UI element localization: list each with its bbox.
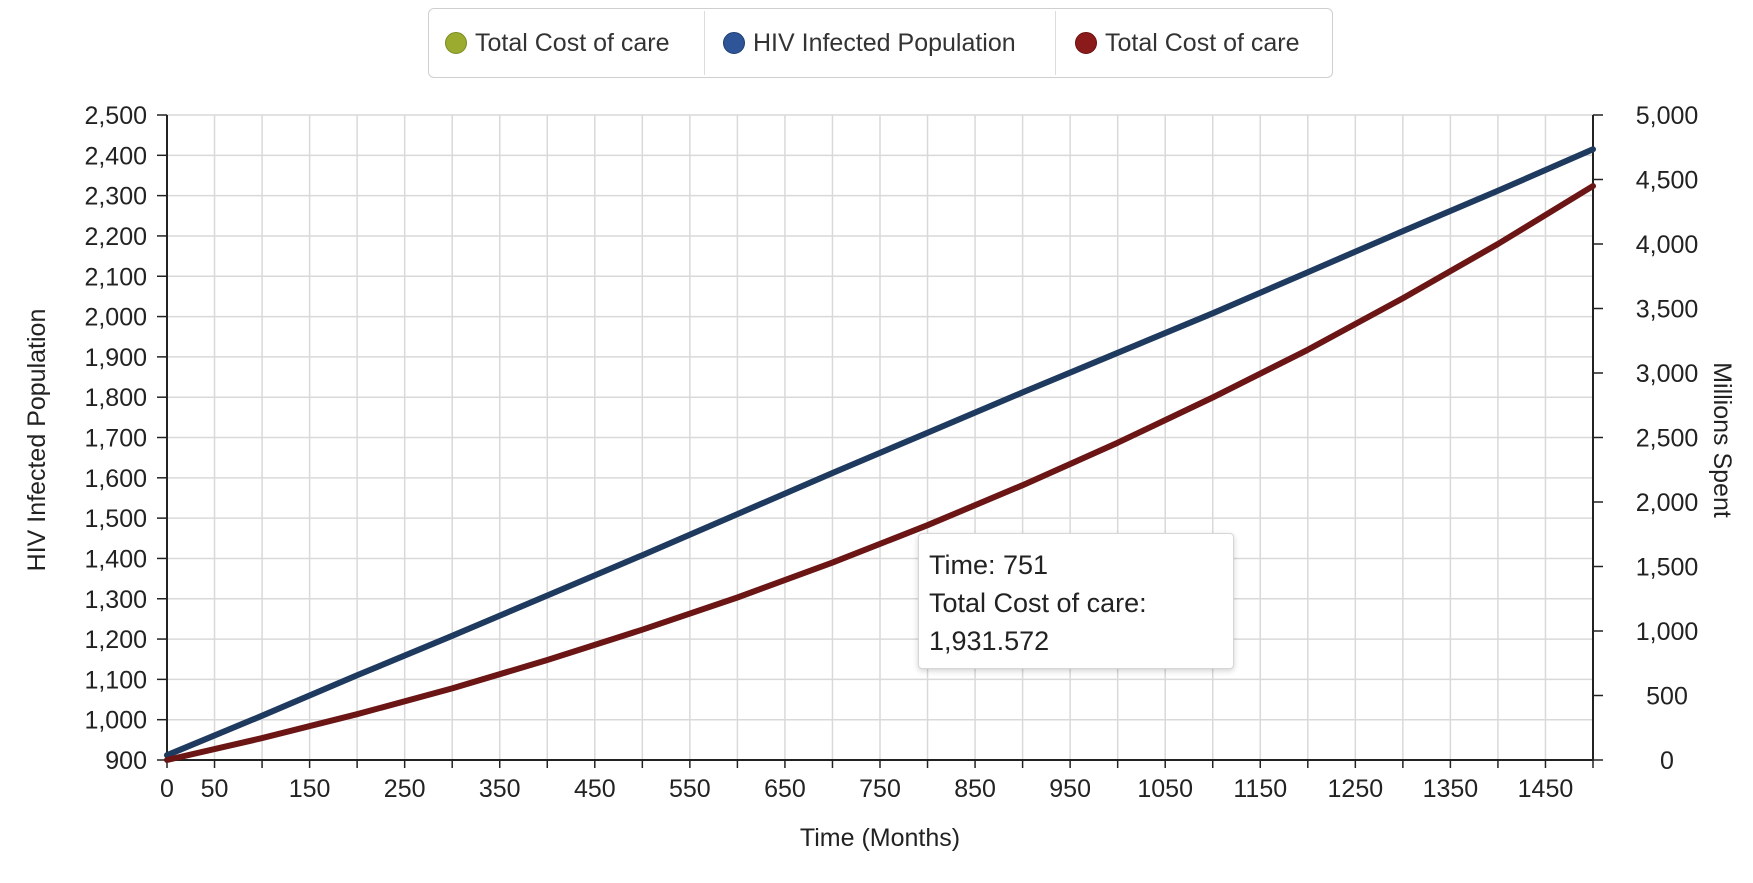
- y-left-tick-label: 900: [105, 747, 147, 775]
- tooltip-time: Time: 751: [929, 550, 1049, 580]
- y-left-tick-label: 1,400: [84, 545, 147, 573]
- x-tick-label: 350: [479, 775, 521, 803]
- y-left-tick-label: 1,700: [84, 425, 147, 453]
- series-line-hiv-infected-population: [164, 146, 1596, 759]
- x-tick-label: 1350: [1423, 775, 1479, 803]
- legend-item-hiv-infected-population[interactable]: HIV Infected Population: [723, 9, 1016, 77]
- legend-divider: [704, 11, 705, 75]
- series-lines: [164, 146, 1596, 763]
- legend-dot-icon: [723, 32, 745, 54]
- y-left-tick-label: 1,200: [84, 626, 147, 654]
- legend-label: HIV Infected Population: [753, 28, 1016, 57]
- y-left-tick-label: 1,000: [84, 707, 147, 735]
- y-left-tick-label: 1,900: [84, 344, 147, 372]
- y-right-tick-label: 5,000: [1636, 102, 1699, 130]
- y-right-tick-label: 0: [1660, 747, 1674, 775]
- x-tick-label: 950: [1049, 775, 1091, 803]
- y-left-tick-label: 2,400: [84, 142, 147, 170]
- right-axis-title: Millions Spent: [1708, 362, 1736, 518]
- legend-item-total-cost-of-care-2[interactable]: Total Cost of care: [1075, 9, 1300, 77]
- y-left-tick-label: 1,600: [84, 465, 147, 493]
- y-right-tick-label: 1,000: [1636, 618, 1699, 646]
- x-tick-label: 450: [574, 775, 616, 803]
- y-right-tick-label: 2,000: [1636, 489, 1699, 517]
- y-right-tick-label: 3,500: [1636, 296, 1699, 324]
- y-left-tick-label: 1,300: [84, 586, 147, 614]
- x-tick-label: 1250: [1328, 775, 1384, 803]
- y-right-tick-label: 500: [1646, 683, 1688, 711]
- left-axis-title: HIV Infected Population: [23, 309, 51, 572]
- x-tick-label: 150: [289, 775, 331, 803]
- x-tick-label: 50: [201, 775, 229, 803]
- y-left-tick-label: 2,000: [84, 304, 147, 332]
- legend-dot-icon: [1075, 32, 1097, 54]
- x-tick-label: 650: [764, 775, 806, 803]
- x-tick-label: 850: [954, 775, 996, 803]
- y-right-tick-label: 2,500: [1636, 425, 1699, 453]
- tooltip: Time: 751 Total Cost of care: 1,931.572: [918, 533, 1234, 669]
- y-left-tick-label: 2,500: [84, 102, 147, 130]
- legend-dot-icon: [445, 32, 467, 54]
- y-left-tick-label: 2,200: [84, 223, 147, 251]
- axes: 0 50 150 250 350 450 550 650 750 850 950 1050 1150 12…: [84, 102, 1698, 803]
- y-right-tick-label: 4,000: [1636, 231, 1699, 259]
- legend-label: Total Cost of care: [1105, 28, 1300, 57]
- tooltip-series-label: Total Cost of care:: [929, 588, 1147, 618]
- y-left-tick-label: 1,500: [84, 505, 147, 533]
- y-left-tick-label: 1,800: [84, 384, 147, 412]
- series-line-total-cost-of-care: [164, 183, 1596, 763]
- y-right-tick-label: 4,500: [1636, 167, 1699, 195]
- y-right-tick-label: 3,000: [1636, 360, 1699, 388]
- y-left-tick-label: 2,100: [84, 263, 147, 291]
- y-left-tick-label: 1,100: [84, 666, 147, 694]
- x-tick-label: 550: [669, 775, 711, 803]
- x-tick-label: 250: [384, 775, 426, 803]
- y-left-tick-label: 2,300: [84, 183, 147, 211]
- x-tick-label: 1450: [1518, 775, 1574, 803]
- legend-item-total-cost-of-care[interactable]: Total Cost of care: [445, 9, 670, 77]
- y-right-tick-label: 1,500: [1636, 554, 1699, 582]
- x-tick-label: 1150: [1233, 775, 1287, 803]
- x-axis-title: Time (Months): [800, 824, 960, 852]
- legend: Total Cost of care HIV Infected Populati…: [428, 8, 1333, 78]
- legend-label: Total Cost of care: [475, 28, 670, 57]
- x-tick-label: 1050: [1137, 775, 1193, 803]
- tooltip-value: 1,931.572: [929, 626, 1050, 656]
- x-tick-label: 0: [160, 775, 174, 803]
- legend-divider: [1055, 11, 1056, 75]
- x-tick-label: 750: [859, 775, 901, 803]
